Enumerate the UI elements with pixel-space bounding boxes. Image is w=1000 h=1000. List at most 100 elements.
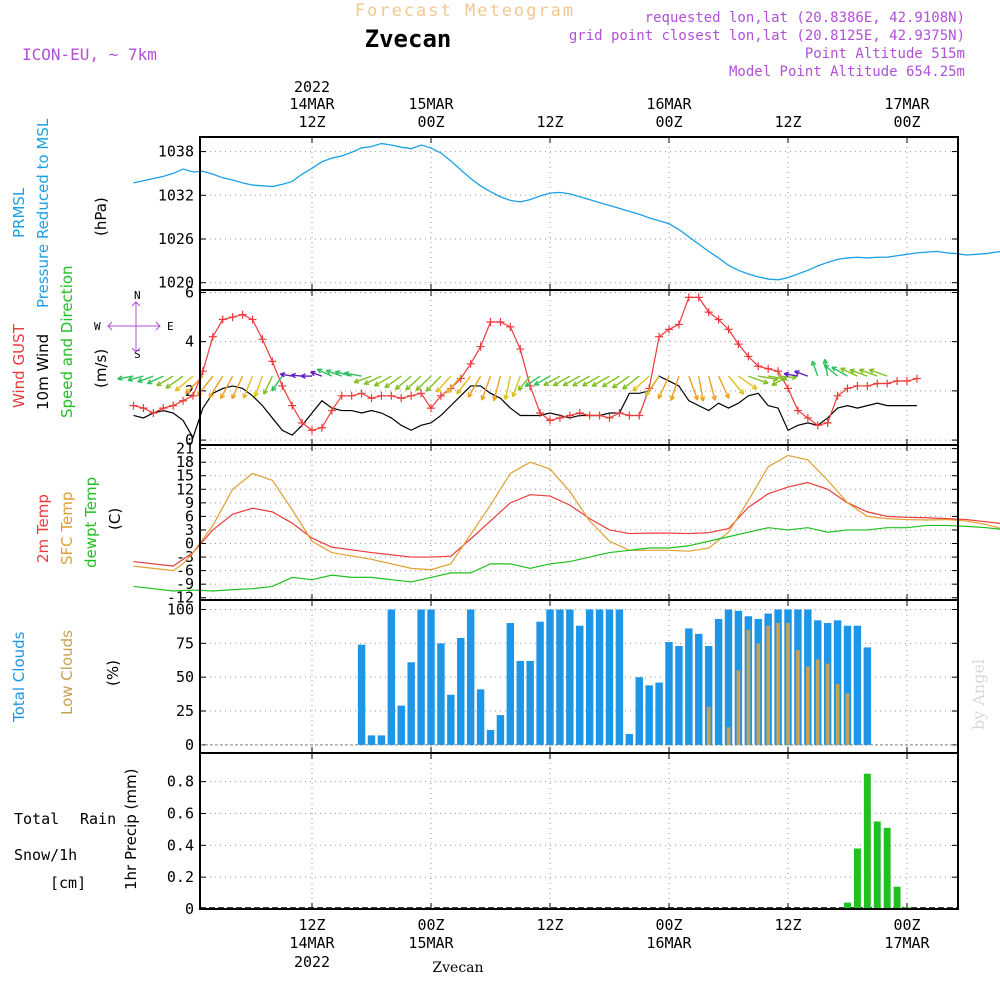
y-tick-label: -9: [176, 575, 194, 593]
bottom-tick-date: 15MAR: [408, 934, 454, 952]
wind-arrow-shaft: [231, 375, 244, 400]
wind-arrow-shaft: [794, 370, 809, 377]
wind-arrow: [831, 366, 848, 377]
wind-arrow-head: [363, 379, 370, 385]
wind-arrow-shaft: [811, 360, 819, 377]
panel-frame: [199, 444, 959, 601]
total-cloud-bar: [843, 625, 852, 745]
wind-arrow: [290, 372, 303, 379]
wind-arrow-head: [533, 380, 540, 386]
gust-marker: [793, 406, 802, 415]
rain-bar: [873, 821, 881, 909]
total-cloud-bar: [655, 682, 663, 745]
wind-arrow: [174, 375, 194, 392]
wind-arrow: [363, 375, 382, 385]
top-tick-date: 16MAR: [646, 95, 692, 113]
wind-arrow-head: [137, 377, 143, 383]
gust-marker: [397, 394, 406, 403]
wind-arrow-head: [849, 368, 855, 374]
wind-arrow: [310, 370, 323, 377]
wind-arrow-shaft: [572, 375, 591, 387]
wind-arrow-head: [572, 381, 578, 387]
label-10m-wind: 10m Wind: [34, 334, 52, 410]
top-tick-hour: 12Z: [298, 113, 325, 131]
low-cloud-bar: [766, 625, 771, 745]
wind-arrow-head: [492, 395, 498, 402]
y-tick-label: 12: [176, 480, 194, 498]
wind-arrow-shaft: [425, 375, 442, 392]
wind-arrow-head: [480, 395, 486, 401]
label-pressure-msl: Pressure Reduced to MSL: [34, 118, 52, 308]
wind-arrow-head: [794, 370, 800, 376]
gust-marker: [496, 317, 505, 326]
top-tick-hour: 00Z: [893, 113, 920, 131]
bottom-tick-date: 17MAR: [884, 934, 930, 952]
y-tick-label: 2: [185, 382, 194, 400]
rain-bar: [883, 827, 891, 909]
wind-arrow-head: [253, 391, 259, 398]
y-tick-label: 4: [185, 333, 194, 351]
total-cloud-bar: [496, 715, 505, 745]
wind-arrow-head: [310, 370, 316, 377]
wind-arrow-shaft: [543, 375, 561, 386]
gust-marker: [208, 332, 217, 341]
wind-arrow-shaft: [467, 375, 482, 398]
wind-arrow-head: [751, 384, 758, 390]
wind-arrow: [343, 371, 362, 377]
wind-arrow: [242, 375, 254, 399]
wind-arrow-shaft: [456, 375, 472, 395]
wind-arrow-shaft: [137, 375, 154, 383]
wind-arrow-shaft: [384, 375, 402, 389]
wind-arrow-shaft: [263, 375, 273, 395]
gust-marker: [129, 401, 138, 410]
wind-arrow: [415, 375, 432, 392]
total-cloud-bar: [486, 729, 495, 745]
label-2m-temp: 2m Temp: [34, 494, 52, 563]
gust-marker: [387, 391, 396, 400]
y-tick-label: 6: [185, 507, 194, 525]
gust-marker: [357, 389, 366, 398]
gust-marker: [674, 320, 683, 329]
wind-gust-line: [133, 296, 918, 431]
y-tick-label: 0: [185, 900, 194, 918]
total-cloud-bar: [833, 620, 842, 745]
gust-marker: [665, 325, 673, 334]
total-cloud-bar: [556, 609, 564, 745]
wind-arrow-shaft: [481, 375, 492, 401]
low-cloud-bar: [756, 643, 761, 745]
wind-arrow-head: [601, 382, 608, 388]
compass-north: N: [134, 289, 141, 302]
wind-arrow-shaft: [435, 375, 452, 393]
y-tick-label: 0.2: [167, 868, 194, 886]
wind-arrow-shaft: [271, 375, 283, 392]
y-tick-label: 0.8: [167, 773, 194, 791]
wind-arrow-shaft: [869, 368, 888, 377]
total-cloud-bar: [625, 734, 634, 745]
gust-marker: [784, 384, 792, 393]
gust-marker: [179, 396, 188, 405]
wind-arrow-shaft: [534, 375, 551, 386]
wind-arrow-shaft: [727, 375, 745, 395]
gust-marker: [139, 404, 148, 413]
label-sfc-temp: SFC Temp: [58, 492, 76, 565]
wind-arrow: [543, 375, 561, 387]
wind-arrow-head: [763, 379, 769, 385]
gust-marker: [883, 379, 892, 388]
gust-marker: [238, 310, 247, 319]
wind-arrow: [156, 375, 174, 387]
wind-arrow-head: [771, 380, 778, 387]
gust-marker: [704, 308, 713, 317]
wind-arrow-head: [271, 385, 277, 392]
total-cloud-bar: [595, 609, 604, 745]
wind-arrow-shaft: [553, 375, 571, 387]
wind-arrow-head: [156, 381, 162, 387]
gust-marker: [536, 409, 545, 418]
total-cloud-bar: [516, 660, 524, 745]
wind-arrow-head: [783, 371, 790, 378]
low-cloud-bar: [746, 629, 751, 745]
footer-location: Zvecan: [432, 960, 483, 976]
compass-arrows: [107, 301, 161, 353]
top-tick-hour: 12Z: [774, 113, 801, 131]
wind-arrow-shaft: [156, 375, 174, 387]
